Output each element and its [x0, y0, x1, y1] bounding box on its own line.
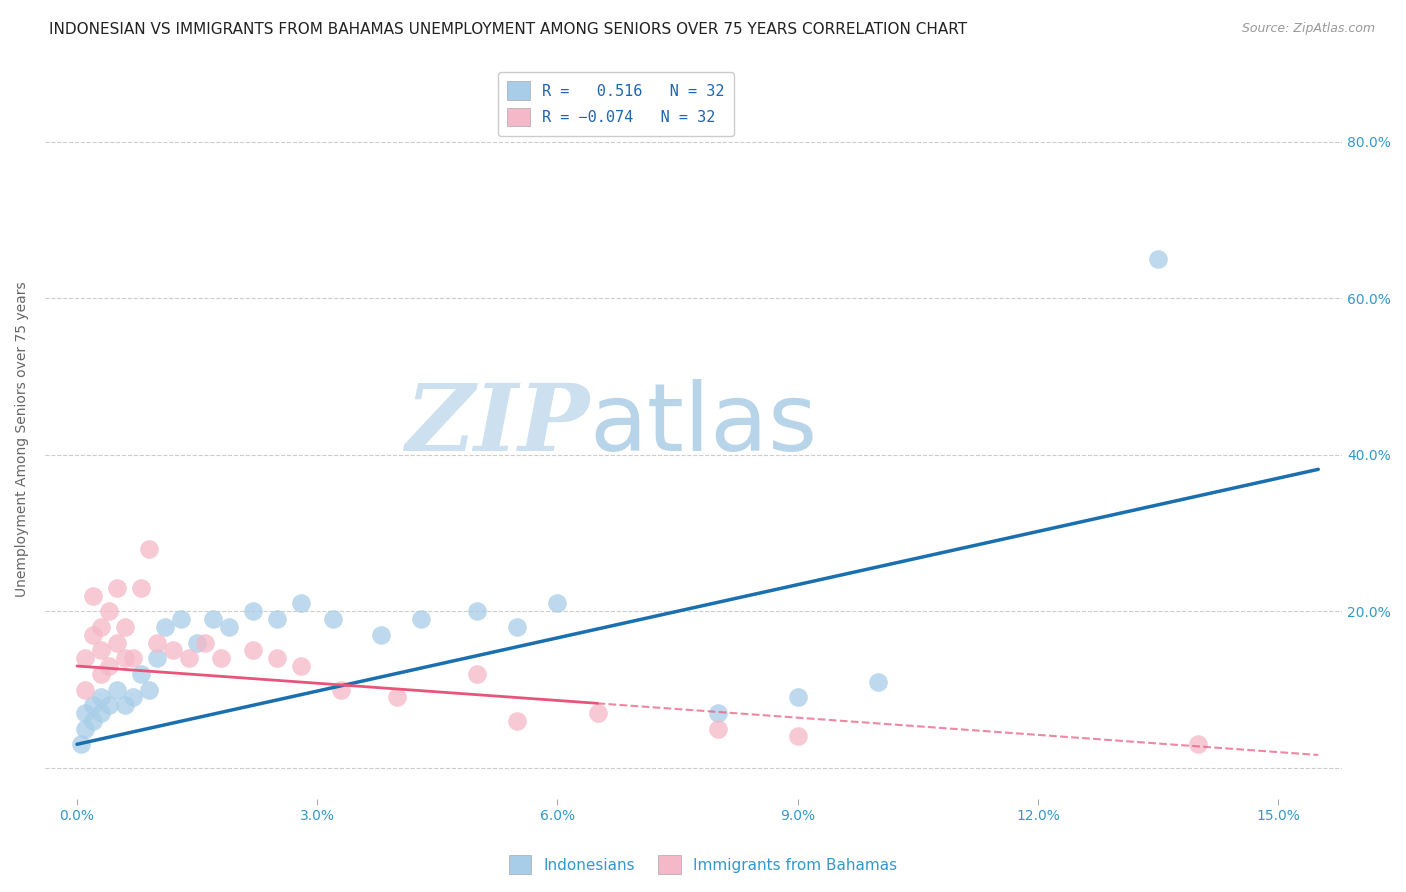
Point [70, 737, 93, 751]
Point [114, 698, 136, 713]
Point [82, 589, 104, 603]
Point [153, 620, 176, 634]
Point [202, 612, 225, 626]
Point [170, 612, 193, 626]
Point [73, 682, 96, 697]
Point [218, 620, 240, 634]
Point [82, 698, 104, 713]
Point [322, 612, 344, 626]
Text: Source: ZipAtlas.com: Source: ZipAtlas.com [1241, 22, 1375, 36]
Point [90, 666, 112, 681]
Point [186, 635, 208, 649]
Point [90, 620, 112, 634]
Point [105, 635, 128, 649]
Point [706, 722, 728, 736]
Point [706, 706, 728, 720]
Text: INDONESIAN VS IMMIGRANTS FROM BAHAMAS UNEMPLOYMENT AMONG SENIORS OVER 75 YEARS C: INDONESIAN VS IMMIGRANTS FROM BAHAMAS UN… [49, 22, 967, 37]
Point [114, 620, 136, 634]
Legend: R =   0.516   N = 32, R = −0.074   N = 32: R = 0.516 N = 32, R = −0.074 N = 32 [498, 72, 734, 136]
Point [290, 596, 312, 610]
Text: atlas: atlas [591, 379, 818, 471]
Point [786, 690, 808, 705]
Point [387, 690, 409, 705]
Point [98, 698, 121, 713]
Point [138, 541, 160, 556]
Point [105, 581, 128, 595]
Point [1187, 737, 1209, 751]
Point [370, 628, 392, 642]
Point [467, 604, 489, 618]
Y-axis label: Unemployment Among Seniors over 75 years: Unemployment Among Seniors over 75 years [15, 281, 30, 597]
Point [506, 620, 529, 634]
Point [105, 682, 128, 697]
Point [290, 659, 312, 673]
Point [506, 714, 529, 728]
Text: ZIP: ZIP [405, 380, 591, 470]
Point [162, 643, 184, 657]
Point [194, 635, 217, 649]
Point [138, 682, 160, 697]
Point [114, 651, 136, 665]
Point [866, 674, 889, 689]
Point [586, 706, 609, 720]
Point [98, 659, 121, 673]
Point [122, 651, 145, 665]
Point [82, 628, 104, 642]
Point [146, 635, 169, 649]
Legend: Indonesians, Immigrants from Bahamas: Indonesians, Immigrants from Bahamas [502, 849, 904, 880]
Point [179, 651, 201, 665]
Point [129, 581, 152, 595]
Point [146, 651, 169, 665]
Point [266, 651, 288, 665]
Point [786, 730, 808, 744]
Point [73, 722, 96, 736]
Point [90, 690, 112, 705]
Point [82, 714, 104, 728]
Point [242, 604, 264, 618]
Point [330, 682, 353, 697]
Point [129, 666, 152, 681]
Point [90, 706, 112, 720]
Point [547, 596, 569, 610]
Point [411, 612, 433, 626]
Point [1147, 252, 1170, 266]
Point [73, 706, 96, 720]
Point [73, 651, 96, 665]
Point [242, 643, 264, 657]
Point [266, 612, 288, 626]
Point [209, 651, 232, 665]
Point [98, 604, 121, 618]
Point [467, 666, 489, 681]
Point [122, 690, 145, 705]
Point [90, 643, 112, 657]
